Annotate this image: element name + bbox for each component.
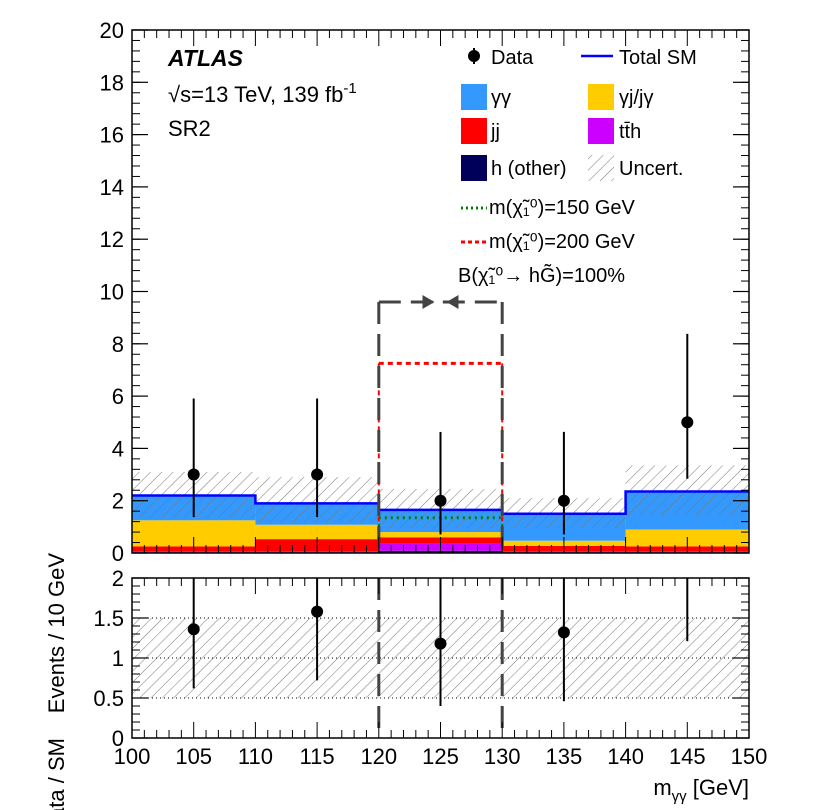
x-tick-label: 105 <box>175 744 212 769</box>
y-tick-label: 10 <box>100 280 124 305</box>
ratio-point <box>434 637 447 650</box>
energy-lumi-label: √s=13 TeV, 139 fb-1 <box>168 80 357 107</box>
svg-text:γγ: γγ <box>491 87 511 109</box>
ratio-y-tick-label: 1.5 <box>93 606 124 631</box>
y-tick-label: 6 <box>112 384 124 409</box>
svg-text:tt̄h: tt̄h <box>619 121 641 143</box>
ratio-signal-window <box>377 578 504 738</box>
ratio-y-tick-label: 0 <box>112 726 124 751</box>
legend: Data Total SM γγ γj/jγ jj tt̄h h (other) <box>458 47 697 287</box>
legend-gj: γj/jγ <box>588 84 653 110</box>
signal-window <box>377 294 504 553</box>
data-point <box>557 494 570 507</box>
x-tick-label: 145 <box>669 744 706 769</box>
svg-text:Uncert.: Uncert. <box>619 158 683 180</box>
legend-total-sm: Total SM <box>581 47 697 69</box>
stack-bar--j-j- <box>255 524 379 540</box>
x-tick-label: 130 <box>484 744 521 769</box>
data-point <box>311 468 324 481</box>
legend-signal-200: m(χ̃₁⁰)=200 GeV <box>461 231 636 253</box>
svg-text:Data: Data <box>491 47 534 69</box>
data-point <box>681 416 694 429</box>
legend-h-other: h (other) <box>461 155 567 181</box>
x-tick-label: 120 <box>360 744 397 769</box>
y-tick-label: 4 <box>112 436 124 461</box>
y-tick-label: 14 <box>100 175 124 200</box>
x-tick-label: 100 <box>114 744 151 769</box>
data-point <box>187 468 200 481</box>
x-axis: 100 105 110 115 120 125 130 135 140 145 150 <box>114 578 768 769</box>
legend-jj: jj <box>461 118 500 144</box>
y-tick-label: 18 <box>100 70 124 95</box>
svg-text:h (other): h (other) <box>491 158 567 180</box>
svg-text:jj: jj <box>490 121 500 143</box>
branching-ratio-label: B(χ̃₁⁰→ hG̃)=100% <box>458 264 625 287</box>
y-tick-label: 8 <box>112 332 124 357</box>
window-arrow-right <box>422 294 435 309</box>
y-tick-label: 0 <box>112 541 124 566</box>
y-tick-label: 2 <box>112 489 124 514</box>
main-y-label: Events / 10 GeV <box>44 553 69 714</box>
legend-tth: tt̄h <box>588 118 641 144</box>
ratio-point <box>187 623 200 636</box>
x-axis-label: mγγ [GeV] <box>653 775 749 805</box>
svg-text:m(χ̃₁⁰)=150 GeV: m(χ̃₁⁰)=150 GeV <box>489 197 636 219</box>
legend-uncert: Uncert. <box>588 155 683 181</box>
ratio-point <box>311 605 324 618</box>
x-tick-label: 135 <box>546 744 583 769</box>
y-tick-label: 20 <box>100 18 124 43</box>
x-tick-label: 115 <box>300 744 335 769</box>
stack-bar--j-j- <box>378 532 503 538</box>
ratio-y-tick-label: 1 <box>112 646 124 671</box>
ratio-y-tick-label: 0.5 <box>93 686 124 711</box>
y-tick-label: 16 <box>100 123 124 148</box>
legend-signal-150: m(χ̃₁⁰)=150 GeV <box>461 197 636 219</box>
svg-text:γj/jγ: γj/jγ <box>619 87 653 109</box>
ratio-point <box>557 626 570 639</box>
ratio-y-tick-label: 2 <box>112 566 124 591</box>
svg-text:m(χ̃₁⁰)=200 GeV: m(χ̃₁⁰)=200 GeV <box>489 231 636 253</box>
x-tick-label: 150 <box>731 744 768 769</box>
x-tick-label: 110 <box>238 744 273 769</box>
x-tick-label: 125 <box>422 744 459 769</box>
ratio-y-label: Data / SM <box>44 738 69 810</box>
data-point <box>434 494 447 507</box>
x-tick-label: 140 <box>607 744 644 769</box>
data-points <box>187 333 694 535</box>
region-label: SR2 <box>168 116 211 141</box>
legend-data: Data <box>468 47 534 69</box>
y-tick-label: 12 <box>100 227 124 252</box>
ratio-points <box>187 578 689 706</box>
ratio-y-axis: 0 0.5 1 1.5 2 <box>93 566 749 751</box>
main-x-ticks <box>131 30 750 553</box>
experiment-label: ATLAS <box>167 45 244 71</box>
svg-text:Total SM: Total SM <box>619 47 697 69</box>
main-y-axis: 0 2 4 6 8 10 12 14 16 18 20 <box>100 18 749 566</box>
window-arrow-left <box>446 294 459 309</box>
legend-gg: γγ <box>461 84 511 110</box>
